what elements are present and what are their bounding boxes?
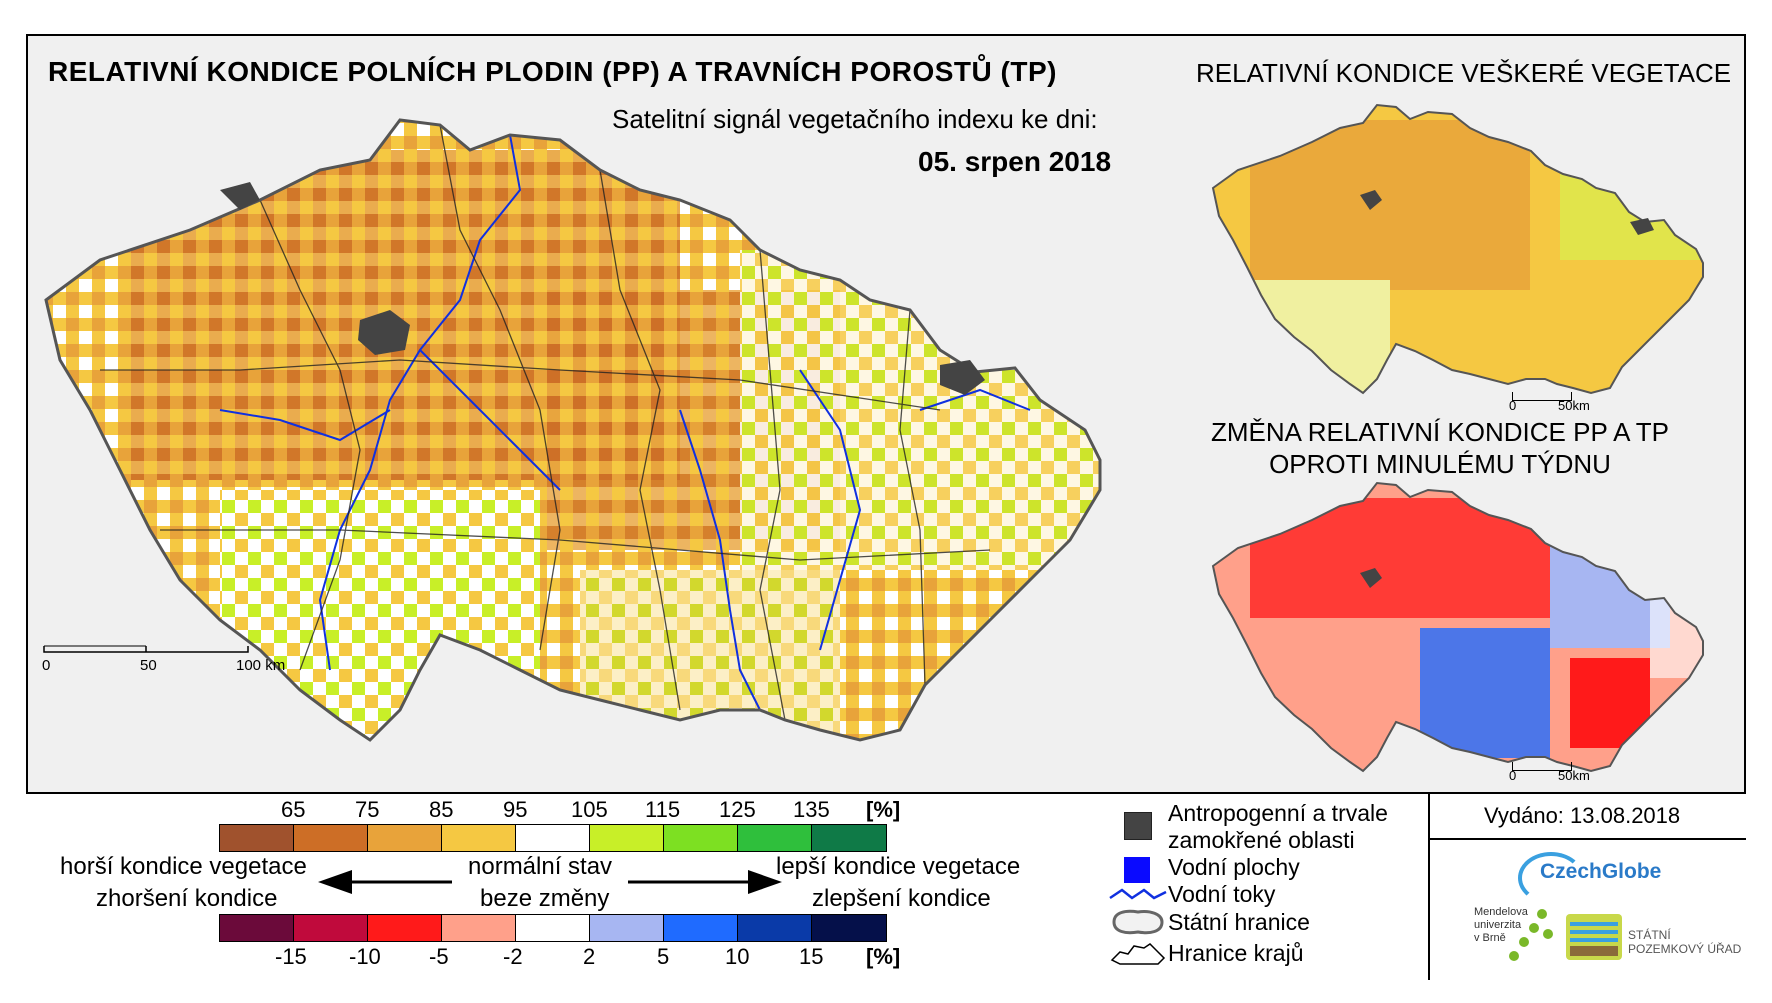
main-scale-label-100: 100 km [236,657,285,674]
veg-scale-bar [1512,392,1572,401]
legend-left-line2: zhoršení kondice [96,885,278,912]
legend-right-line1: lepší kondice vegetace [776,853,1021,880]
change-swatch-7 [738,915,812,941]
change-tick-3: -2 [503,944,523,969]
czechglobe-logo-text: CzechGlobe [1540,860,1662,883]
condition-tick-4: 105 [571,797,608,822]
condition-swatch-1 [294,825,368,851]
key-rivers: Vodní toky [1168,881,1276,907]
condition-scale-unit: [%] [866,797,901,822]
mendel-logo-icon [1509,909,1553,961]
change-swatch-3 [442,915,516,941]
condition-tick-7: 135 [793,797,830,822]
main-title: RELATIVNÍ KONDICE POLNÍCH PLODIN (PP) A … [48,56,1057,87]
condition-swatch-5 [590,825,664,851]
issued-date: Vydáno: 13.08.2018 [1484,803,1681,828]
date-label: 05. srpen 2018 [918,146,1112,177]
condition-swatch-6 [664,825,738,851]
change-swatch-6 [664,915,738,941]
change-swatch-8 [812,915,886,941]
state-border-icon [1112,909,1164,935]
change-swatch-0 [220,915,294,941]
north-anthropogenic-area [220,182,260,210]
arrow-right-icon [628,870,782,894]
legend-left-line1: horší kondice vegetace [60,853,307,880]
water-body-swatch [1124,857,1150,883]
change-tick-4: 2 [583,944,596,969]
czechglobe-logo-icon [1518,852,1584,904]
inset-change-title: ZMĚNA RELATIVNÍ KONDICE PP A TP OPROTI M… [1180,416,1700,480]
inset-change-title-line1: ZMĚNA RELATIVNÍ KONDICE PP A TP [1210,417,1670,447]
anthropogenic-swatch [1124,812,1152,840]
condition-swatch-3 [442,825,516,851]
legend-center-line2: beze změny [480,885,610,912]
condition-swatch-7 [738,825,812,851]
change-tick-2: -5 [429,944,449,969]
key-anthropogenic-line1: Antropogenní a trvale [1168,800,1388,826]
condition-swatch-2 [368,825,442,851]
condition-color-scale [219,824,887,852]
ostrava-anthropogenic-area [940,360,985,395]
inset-vegetation-map [1212,104,1704,394]
change-scale-unit: [%] [866,944,901,969]
region-boundaries [100,124,991,721]
mendel-line2: univerzita [1474,919,1522,931]
legend-divider-horizontal [1430,838,1746,840]
change-swatch-2 [368,915,442,941]
subtitle: Satelitní signál vegetačního indexu ke d… [612,104,1098,134]
change-swatch-5 [590,915,664,941]
condition-swatch-0 [220,825,294,851]
mendel-line3: v Brně [1474,932,1506,944]
mendel-line1: Mendelova [1474,906,1528,918]
main-scale-bar [43,645,249,653]
condition-tick-1: 75 [355,797,380,822]
condition-tick-6: 125 [719,797,756,822]
main-map: 0 50 100 km [42,118,1102,742]
arrow-left-icon [318,870,452,894]
spu-line2: POZEMKOVÝ ÚŘAD [1628,942,1742,956]
veg-scale-label-50: 50km [1558,398,1590,413]
condition-swatch-8 [812,825,886,851]
spu-logo-text: STÁTNÍ POZEMKOVÝ ÚŘAD [1628,928,1741,956]
change-tick-6: 10 [725,944,750,969]
legend-center-line1: normální stav [468,853,613,880]
change-swatch-4 [516,915,590,941]
change-tick-5: 5 [657,944,670,969]
legend-divider-vertical [1428,794,1430,980]
condition-tick-0: 65 [281,797,306,822]
veg-scale-label-0: 0 [1509,398,1517,413]
inset-change-title-line2: OPROTI MINULÉMU TÝDNU [1269,449,1611,479]
key-region-border: Hranice krajů [1168,940,1304,966]
change-scale-label-0: 0 [1509,768,1517,783]
change-scale-bar [1512,762,1572,771]
change-tick-0: -15 [275,944,307,969]
inset-change-map [1211,481,1704,773]
legend-right-line2: zlepšení kondice [812,885,991,912]
change-swatch-1 [294,915,368,941]
condition-tick-5: 115 [645,797,681,822]
key-anthropogenic-line2: zamokřené oblasti [1168,827,1355,853]
key-water-bodies: Vodní plochy [1168,854,1300,880]
key-state-border: Státní hranice [1168,909,1310,935]
spu-logo-icon [1566,914,1622,960]
main-scale-label-0: 0 [42,657,50,674]
change-tick-7: 15 [799,944,824,969]
change-color-scale [219,914,887,942]
change-scale-label-50: 50km [1558,768,1590,783]
mendel-logo-text: Mendelova univerzita v Brně [1474,906,1528,945]
condition-raster [46,120,1100,740]
condition-tick-3: 95 [503,797,528,822]
condition-tick-2: 85 [429,797,454,822]
change-tick-1: -10 [349,944,381,969]
inset-vegetation-title: RELATIVNÍ KONDICE VEŠKERÉ VEGETACE [1196,58,1732,88]
condition-swatch-4 [516,825,590,851]
main-scale-label-50: 50 [140,657,157,674]
river-line-icon [1109,888,1167,900]
prague-anthropogenic-area [358,310,410,355]
spu-line1: STÁTNÍ [1628,928,1671,942]
rivers [219,134,1031,711]
region-border-icon [1110,943,1166,965]
legend-panel [26,792,1746,982]
